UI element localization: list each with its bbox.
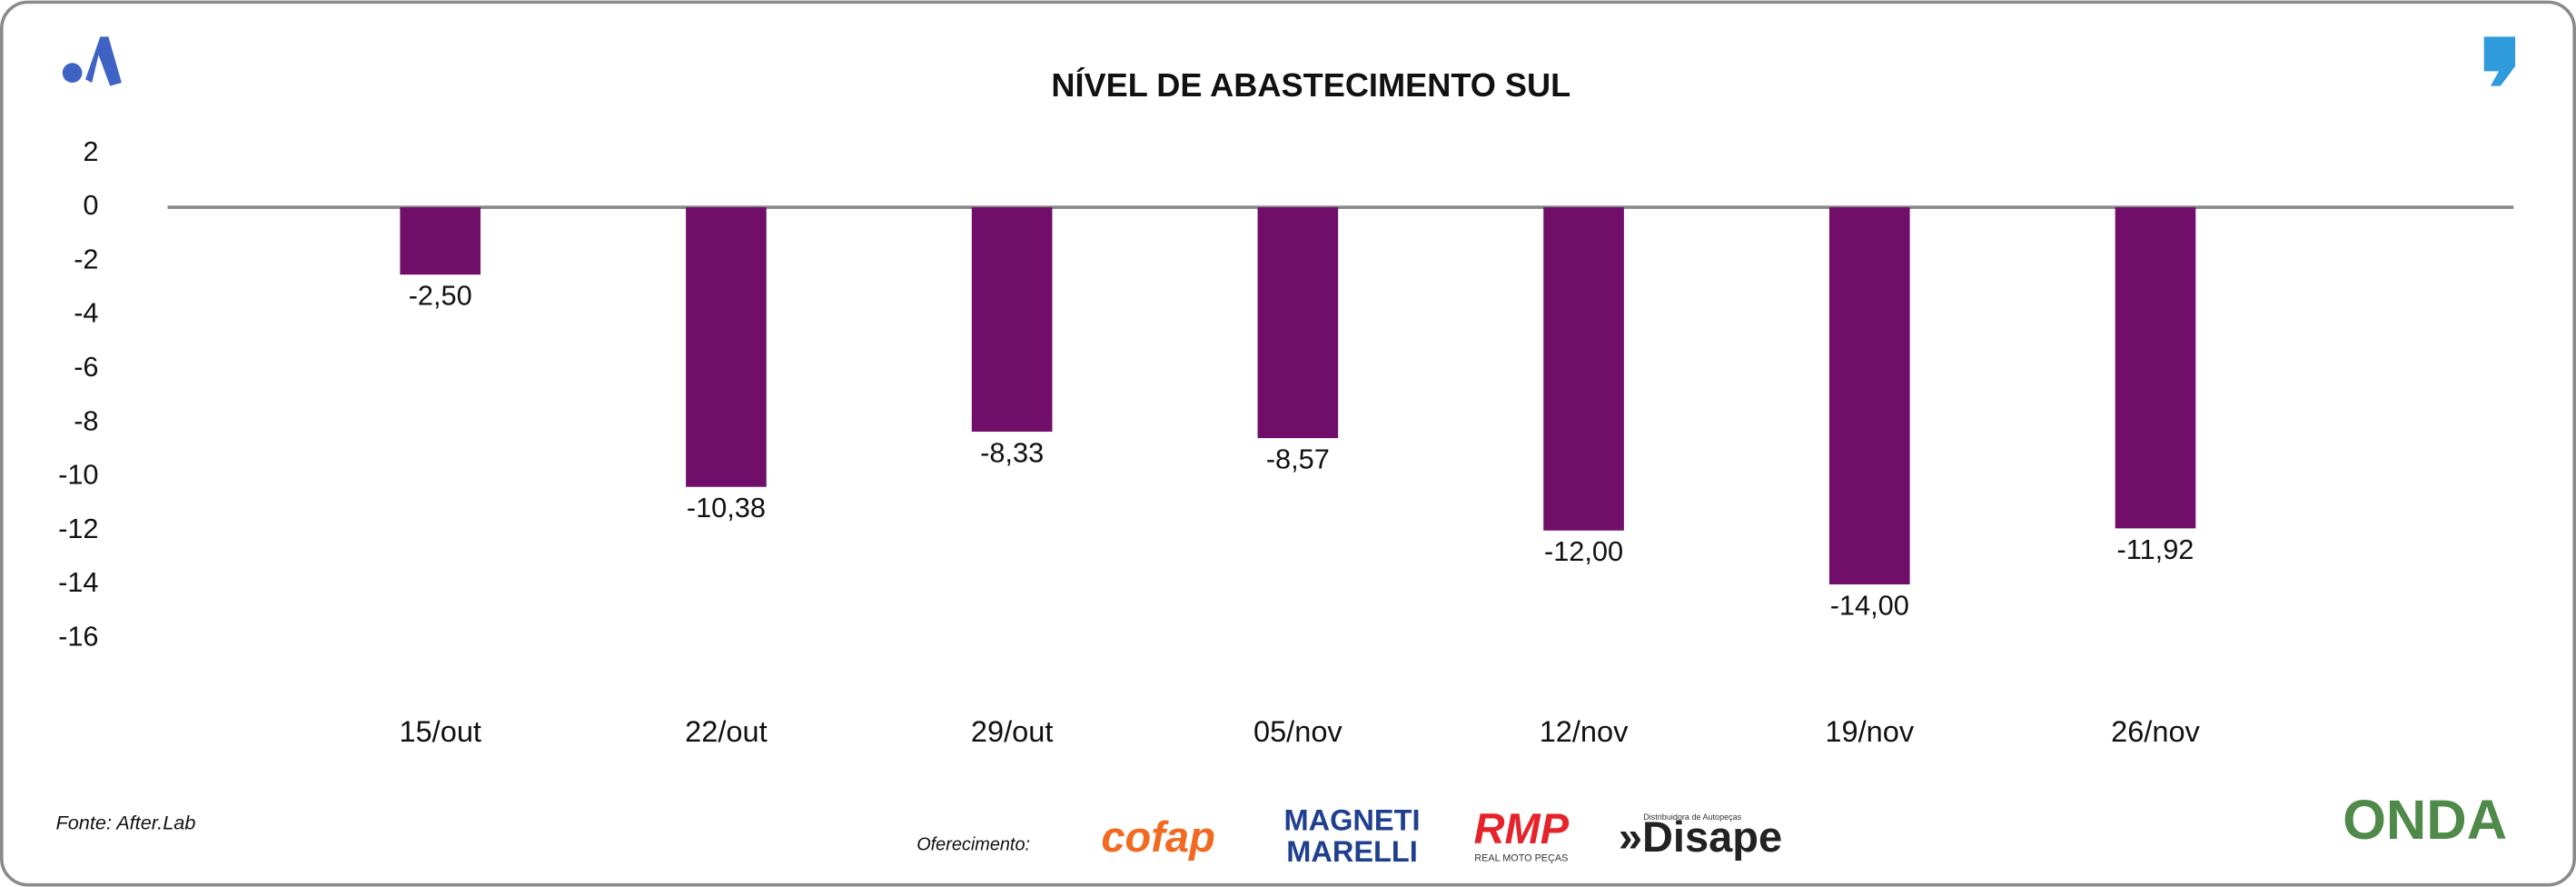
value-label: -8,57 bbox=[1266, 444, 1330, 475]
brand-logo bbox=[62, 36, 122, 86]
y-tick-label: -2 bbox=[74, 243, 98, 274]
bar bbox=[1828, 207, 1910, 585]
value-label: -2,50 bbox=[409, 280, 472, 312]
y-tick-label: -12 bbox=[58, 513, 98, 544]
x-tick-label: 15/out bbox=[399, 715, 481, 748]
value-label: -10,38 bbox=[687, 492, 766, 523]
y-tick-label: -4 bbox=[74, 297, 98, 329]
x-tick-label: 22/out bbox=[685, 715, 768, 748]
bar bbox=[1257, 207, 1339, 439]
value-label: -8,33 bbox=[980, 436, 1044, 468]
bar bbox=[1543, 207, 1624, 531]
sponsor-rmp: RMP bbox=[1474, 804, 1570, 852]
chart-title: NÍVEL DE ABASTECIMENTO SUL bbox=[1051, 66, 1570, 104]
x-tick-label: 12/nov bbox=[1540, 715, 1629, 748]
sponsor-rmp-sub: REAL MOTO PEÇAS bbox=[1474, 853, 1568, 864]
sponsor-disape-sub: Distribuidora de Autopeças bbox=[1643, 812, 1741, 822]
y-tick-label: -6 bbox=[74, 351, 98, 383]
bar bbox=[400, 207, 481, 275]
y-tick-label: -16 bbox=[58, 620, 98, 652]
x-tick-label: 26/nov bbox=[2111, 715, 2200, 748]
value-label: -14,00 bbox=[1830, 589, 1909, 621]
value-label: -11,92 bbox=[2117, 533, 2195, 565]
sponsor-magneti: MAGNETI bbox=[1283, 803, 1420, 836]
source: Fonte: After.Lab bbox=[55, 811, 195, 833]
y-tick-label: 0 bbox=[83, 189, 98, 221]
sponsor-marelli: MARELLI bbox=[1286, 835, 1418, 868]
sponsor-label: Oferecimento: bbox=[916, 834, 1030, 854]
sponsor-disape: »Disape bbox=[1619, 812, 1782, 861]
y-tick-label: -8 bbox=[74, 404, 98, 436]
x-tick-label: 05/nov bbox=[1253, 715, 1342, 748]
y-tick-label: 2 bbox=[83, 135, 98, 167]
sponsor-cofap: cofap bbox=[1101, 812, 1214, 861]
y-tick-label: -14 bbox=[58, 566, 98, 598]
y-tick-label: -10 bbox=[58, 459, 98, 491]
x-tick-label: 19/nov bbox=[1825, 715, 1914, 748]
x-tick-label: 29/out bbox=[971, 715, 1054, 748]
bar bbox=[971, 207, 1053, 432]
bar bbox=[686, 207, 767, 487]
bar bbox=[2115, 207, 2196, 529]
quote-icon bbox=[2483, 36, 2516, 86]
sponsor-onda: ONDA bbox=[2343, 789, 2507, 852]
value-label: -12,00 bbox=[1544, 535, 1623, 567]
